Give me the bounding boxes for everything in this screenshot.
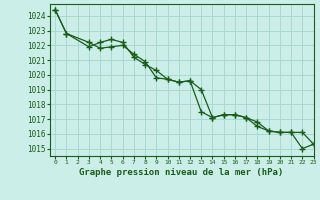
X-axis label: Graphe pression niveau de la mer (hPa): Graphe pression niveau de la mer (hPa) — [79, 168, 284, 177]
